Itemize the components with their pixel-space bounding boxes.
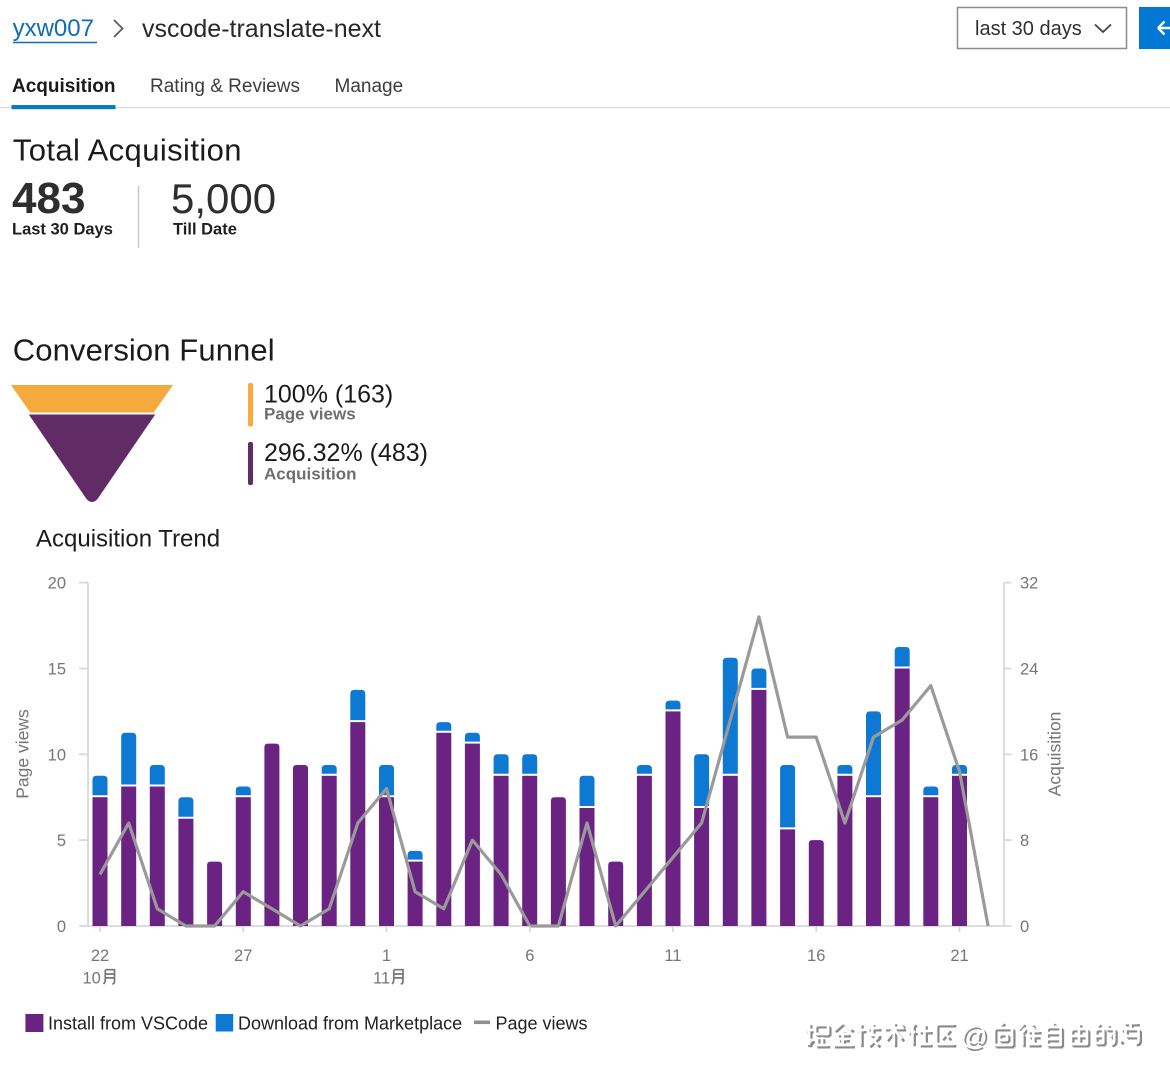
svg-text:22: 22 — [91, 947, 109, 965]
svg-text:Download from Marketplace: Download from Marketplace — [238, 1014, 462, 1034]
svg-text:10: 10 — [83, 970, 101, 988]
svg-text:Manage: Manage — [335, 76, 404, 97]
svg-text:yxw007: yxw007 — [13, 15, 94, 42]
svg-text:20: 20 — [48, 575, 66, 593]
svg-text:Till Date: Till Date — [173, 221, 237, 239]
svg-text:Acquisition Trend: Acquisition Trend — [36, 526, 220, 553]
svg-text:Page views: Page views — [13, 709, 33, 799]
svg-text:Acquisition: Acquisition — [12, 76, 115, 97]
svg-text:8: 8 — [1020, 832, 1029, 850]
svg-text:27: 27 — [234, 947, 252, 965]
svg-text:100% (163): 100% (163) — [264, 381, 393, 409]
svg-text:Conversion Funnel: Conversion Funnel — [13, 333, 275, 368]
svg-text:483: 483 — [12, 174, 85, 223]
svg-text:11: 11 — [373, 970, 390, 988]
svg-text:1: 1 — [382, 947, 391, 965]
svg-text:Page views: Page views — [496, 1014, 588, 1034]
svg-text:296.32% (483): 296.32% (483) — [264, 439, 428, 467]
svg-text:5: 5 — [57, 832, 66, 850]
svg-text:Rating & Reviews: Rating & Reviews — [150, 76, 300, 97]
svg-text:5,000: 5,000 — [171, 175, 276, 222]
svg-text:0: 0 — [1020, 918, 1029, 936]
svg-text:16: 16 — [807, 947, 825, 965]
svg-text:10: 10 — [48, 746, 66, 764]
svg-text:24: 24 — [1020, 661, 1038, 679]
svg-text:Total Acquisition: Total Acquisition — [13, 133, 242, 168]
svg-text:16: 16 — [1020, 746, 1038, 764]
svg-text:Page views: Page views — [264, 405, 356, 424]
svg-text:11: 11 — [664, 947, 681, 965]
svg-text:15: 15 — [48, 661, 66, 679]
svg-text:Acquisition: Acquisition — [1045, 712, 1065, 797]
svg-text:Install from VSCode: Install from VSCode — [48, 1014, 208, 1034]
svg-text:@: @ — [962, 1023, 989, 1053]
svg-text:0: 0 — [57, 918, 66, 936]
svg-text:last 30 days: last 30 days — [975, 18, 1082, 40]
svg-text:21: 21 — [950, 947, 968, 965]
svg-text:vscode-translate-next: vscode-translate-next — [142, 15, 381, 43]
svg-text:32: 32 — [1020, 575, 1038, 593]
svg-text:@: @ — [960, 1021, 987, 1051]
svg-text:Acquisition: Acquisition — [264, 465, 357, 484]
svg-text:Last 30 Days: Last 30 Days — [12, 221, 113, 239]
svg-text:6: 6 — [525, 947, 534, 965]
